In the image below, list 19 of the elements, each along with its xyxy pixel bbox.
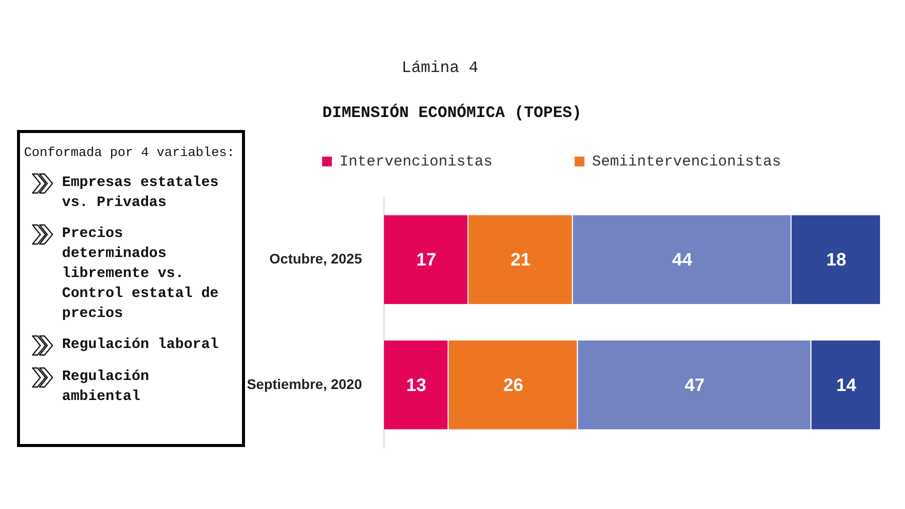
chart-title: Lámina 4: [400, 58, 480, 78]
data-label: 44: [672, 250, 692, 270]
text: Empresas estatales vs. Privadas: [62, 174, 220, 213]
chart-subtitle: DIMENSIÓN ECONÓMICA (TOPES): [321, 103, 583, 123]
legend-label: Intervencionistas: [340, 153, 493, 170]
data-label: 18: [826, 250, 846, 270]
text: Precios determinados libremente vs. Control estatal de precios: [62, 225, 220, 324]
legend-label: Semiintervencionistas: [592, 153, 782, 170]
y-tick-label: Octubre, 2025: [269, 250, 362, 267]
y-tick-label: Septiembre, 2020: [246, 376, 362, 392]
data-label: 26: [503, 374, 524, 395]
text: Regulación ambiental: [62, 368, 150, 407]
text: Conformada por 4 variables:: [24, 144, 236, 162]
data-label: 14: [836, 374, 856, 395]
data-label: 21: [510, 250, 531, 270]
text: Regulación laboral: [62, 336, 220, 355]
data-label: 13: [406, 374, 426, 395]
data-label: 17: [416, 250, 436, 270]
data-label: 47: [684, 374, 705, 395]
